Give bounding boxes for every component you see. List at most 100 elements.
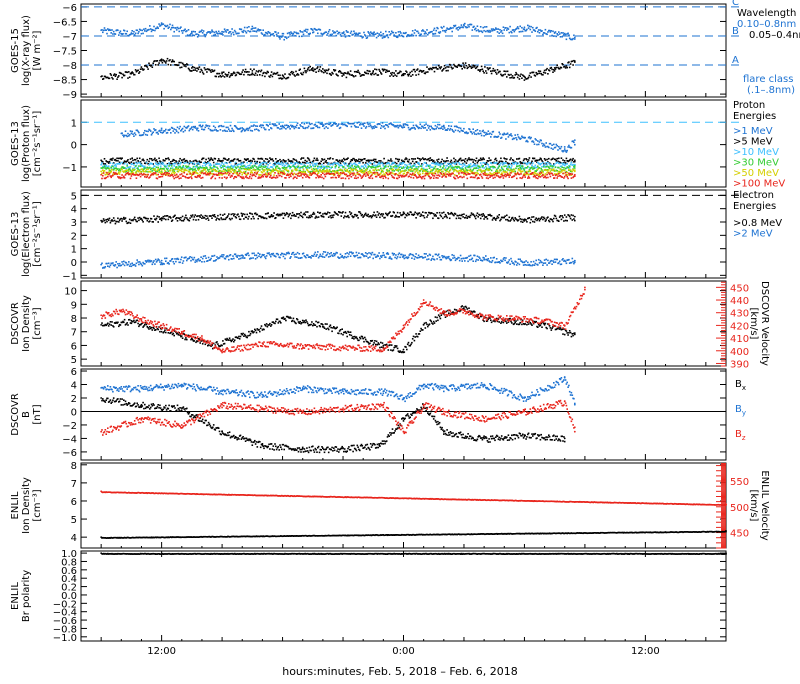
xray-point bbox=[191, 67, 193, 69]
density-point bbox=[181, 331, 183, 333]
bfield-point bbox=[141, 387, 143, 389]
proton-ytick-label-2: −1 bbox=[62, 163, 77, 174]
electron-point bbox=[483, 214, 485, 216]
enlil_polarity-point bbox=[725, 552, 727, 554]
xray-point bbox=[554, 67, 556, 69]
density-point bbox=[423, 299, 425, 301]
bfield-legend-0: Bx bbox=[735, 379, 746, 392]
proton-ytick-label-0: 1 bbox=[71, 118, 77, 129]
electron-legend-1: >2 MeV bbox=[733, 229, 773, 240]
proton-point bbox=[322, 124, 324, 126]
density-point bbox=[564, 325, 566, 327]
xray-point bbox=[463, 64, 465, 66]
xray-ylabel2: log(X-ray flux) bbox=[21, 15, 32, 86]
density-point bbox=[191, 338, 193, 340]
xray-point bbox=[433, 29, 435, 31]
bfield-point bbox=[524, 411, 526, 413]
density-point bbox=[574, 334, 576, 336]
enlil_density-point bbox=[725, 530, 727, 532]
proton-point bbox=[100, 170, 102, 172]
bfield-unit: [nT] bbox=[32, 404, 43, 424]
xray-point bbox=[282, 35, 284, 37]
density-point bbox=[362, 338, 364, 340]
xray-point bbox=[524, 26, 526, 28]
proton-point bbox=[574, 170, 576, 172]
enlil_density-ytick-label-4: 4 bbox=[71, 533, 77, 544]
density-point bbox=[141, 318, 143, 320]
density-point bbox=[544, 319, 546, 321]
xray-point bbox=[312, 29, 314, 31]
bfield-point bbox=[181, 407, 183, 409]
xray-frame bbox=[81, 4, 726, 97]
density-point bbox=[544, 324, 546, 326]
bfield-series-bz bbox=[100, 400, 575, 436]
proton-point bbox=[574, 159, 576, 161]
x-tick-label-0: 12:00 bbox=[147, 646, 176, 657]
bfield-legend-2: Bz bbox=[735, 429, 746, 442]
xray-point bbox=[100, 29, 102, 31]
electron-point bbox=[241, 214, 243, 216]
density-series-iondensity bbox=[100, 305, 575, 353]
density-ytick-label-2: 8 bbox=[71, 314, 77, 325]
bfield-ylabel: DSCOVR bbox=[10, 393, 21, 436]
proton-ylabel: GOES-13 bbox=[10, 121, 21, 166]
xray-ytick-label-1: −6.5 bbox=[53, 17, 77, 28]
bfield-point bbox=[423, 404, 425, 406]
x-tick-label-2: 12:00 bbox=[631, 646, 660, 657]
bfield-point bbox=[574, 431, 576, 433]
enlil_polarity-ylabel: ENLIL bbox=[10, 582, 21, 610]
electron-legend-title-2: Energies bbox=[733, 201, 776, 212]
bfield-point bbox=[100, 387, 102, 389]
bfield-legend-1: By bbox=[735, 404, 746, 417]
density-r-unit: [km/s] bbox=[748, 308, 759, 340]
bfield-point bbox=[483, 438, 485, 440]
density-frame bbox=[81, 281, 726, 366]
xray-point bbox=[524, 76, 526, 78]
density-point bbox=[161, 325, 163, 327]
electron-point bbox=[322, 253, 324, 255]
enlil_density-r-unit: [km/s] bbox=[748, 490, 759, 522]
density-point bbox=[403, 325, 405, 327]
enlil_density-point bbox=[100, 490, 102, 492]
bfield-point bbox=[443, 411, 445, 413]
enlil_density-series-velocity bbox=[100, 490, 727, 505]
enlil_polarity-series-brpolarity bbox=[100, 552, 727, 555]
electron-series-08mev bbox=[100, 211, 575, 224]
proton-series-1mev bbox=[120, 122, 575, 153]
xray-ytick-label-4: −8 bbox=[62, 61, 77, 72]
xray-legend-title: Wavelength bbox=[737, 8, 796, 19]
density-point bbox=[282, 317, 284, 319]
density-r-tick-label-6: 390 bbox=[730, 359, 749, 370]
enlil_polarity-point bbox=[100, 552, 102, 554]
proton-legend-title-2: Energies bbox=[733, 111, 776, 122]
proton-point bbox=[100, 174, 102, 176]
bfield-point bbox=[564, 400, 566, 402]
bfield-point bbox=[423, 384, 425, 386]
bfield-point bbox=[181, 384, 183, 386]
bfield-ytick-label-0: 6 bbox=[71, 367, 77, 378]
bfield-point bbox=[378, 444, 380, 446]
proton-point bbox=[241, 127, 243, 129]
electron-ytick-label-3: 2 bbox=[71, 231, 77, 242]
proton-point bbox=[100, 167, 102, 169]
xray-ytick-label-0: −6 bbox=[62, 3, 77, 14]
xray-series-00504nm bbox=[100, 58, 575, 81]
density-r-tick-label-4: 410 bbox=[730, 334, 749, 345]
xray-series-01008nm bbox=[100, 22, 575, 40]
bfield-point bbox=[302, 387, 304, 389]
bfield-point bbox=[100, 397, 102, 399]
enlil_density-point bbox=[725, 503, 727, 505]
xray-ref-label-2: A bbox=[732, 55, 739, 66]
electron-point bbox=[100, 220, 102, 222]
density-point bbox=[403, 349, 405, 351]
proton-legend-5: >100 MeV bbox=[733, 179, 785, 190]
bfield-series-by bbox=[100, 376, 575, 405]
enlil_density-ytick-label-3: 5 bbox=[71, 515, 77, 526]
electron-point bbox=[100, 264, 102, 266]
enlil_density-ylabel2: Ion Density bbox=[21, 477, 32, 534]
